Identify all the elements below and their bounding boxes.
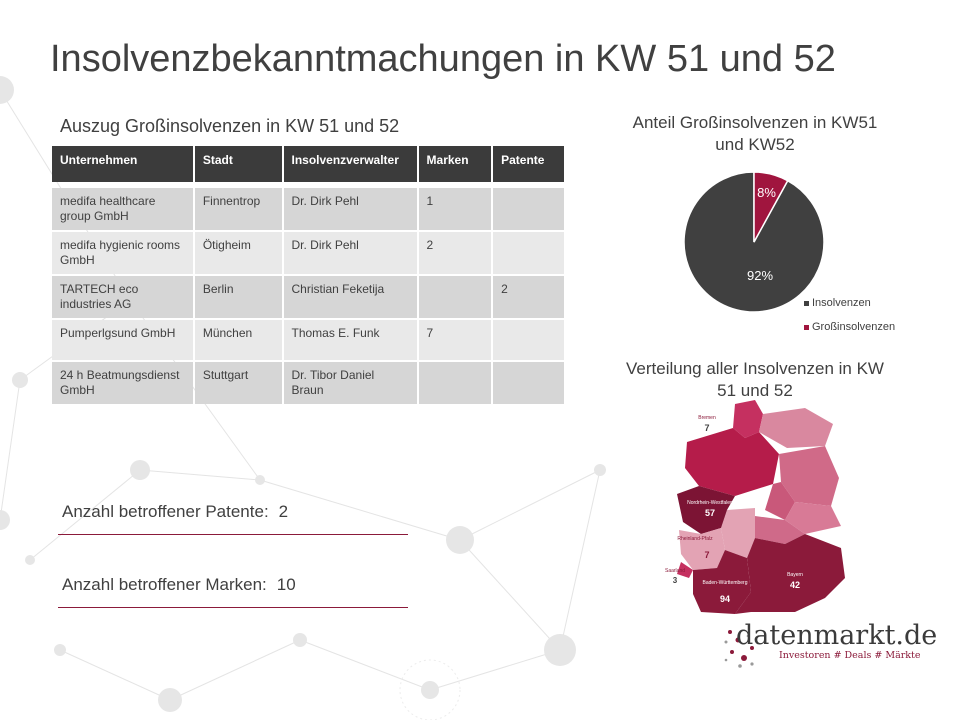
legend-item: Großinsolvenzen: [804, 321, 895, 333]
map-region: [721, 508, 755, 558]
table-header-row: Unternehmen Stadt Insolvenzverwalter Mar…: [52, 146, 564, 182]
column-header: Patente: [493, 146, 564, 182]
pie-slice: [753, 171, 789, 243]
region-value: 7: [704, 550, 709, 560]
logo-name: datenmarkt.de: [736, 620, 938, 651]
map-region: [759, 408, 833, 448]
table-row: medifa healthcare group GmbH Finnentrop …: [52, 188, 564, 230]
column-header: Unternehmen: [52, 146, 193, 182]
table-cell: 2: [493, 276, 564, 318]
map-region: [785, 502, 841, 534]
region-value: 3: [673, 576, 678, 585]
table-cell: 2: [418, 232, 492, 274]
table-cell: Ötigheim: [194, 232, 282, 274]
region-name: Bremen: [698, 415, 716, 421]
table-cell: [418, 276, 492, 318]
pie-chart-title: Anteil Großinsolvenzen in KW51 und KW52: [632, 113, 878, 154]
divider: [58, 534, 408, 535]
logo-dots: [724, 630, 754, 668]
table-cell: Finnentrop: [194, 188, 282, 230]
table-cell: TARTECH eco industries AG: [52, 276, 193, 318]
legend-item: Insolvenzen: [804, 297, 871, 309]
map-region: [735, 534, 845, 614]
table-cell: [493, 320, 564, 360]
table-cell: Stuttgart: [194, 362, 282, 404]
map-region: [733, 400, 763, 438]
map-region: [755, 516, 805, 544]
table-cell: [493, 232, 564, 274]
page-title: Insolvenzbekanntmachungen in KW 51 und 5…: [50, 38, 836, 80]
table-cell: Dr. Dirk Pehl: [283, 188, 417, 230]
map-region: [677, 486, 735, 534]
region-name: Baden-Württemberg: [702, 580, 747, 586]
table-row: medifa hygienic rooms GmbH Ötigheim Dr. …: [52, 232, 564, 274]
region-value: 94: [720, 594, 730, 604]
legend-swatch: [804, 300, 809, 306]
pie-data-label: 8%: [757, 185, 776, 200]
marks-value: 10: [276, 575, 296, 594]
table-cell: 24 h Beatmungsdienst GmbH: [52, 362, 193, 404]
table-row: TARTECH eco industries AG Berlin Christi…: [52, 276, 564, 318]
table-row: Pumperlgsund GmbH München Thomas E. Funk…: [52, 320, 564, 360]
table-cell: Pumperlgsund GmbH: [52, 320, 193, 360]
region-name: Bayern: [787, 572, 803, 578]
table-cell: [493, 362, 564, 404]
table-cell: Dr. Dirk Pehl: [283, 232, 417, 274]
table-cell: 7: [418, 320, 492, 360]
patents-value: 2: [278, 502, 289, 521]
divider: [58, 607, 408, 608]
region-name: Saarland: [665, 568, 685, 574]
table-cell: Thomas E. Funk: [283, 320, 417, 360]
map-region: [679, 528, 725, 570]
table-cell: Dr. Tibor Daniel Braun: [283, 362, 417, 404]
region-value: 42: [790, 580, 800, 590]
table-cell: München: [194, 320, 282, 360]
germany-map: Nordrhein-Westfalen 57 Rheinland-Pfalz 7…: [665, 400, 845, 614]
legend-swatch: [804, 324, 809, 330]
map-region: [677, 562, 693, 578]
table-row: 24 h Beatmungsdienst GmbH Stuttgart Dr. …: [52, 362, 564, 404]
table-cell: [493, 188, 564, 230]
region-name: Nordrhein-Westfalen: [687, 500, 733, 506]
region-name: Rheinland-Pfalz: [677, 536, 713, 542]
table-cell: Berlin: [194, 276, 282, 318]
map-title: Verteilung aller Insolvenzen in KW 51 un…: [626, 359, 884, 400]
legend-label: Insolvenzen: [812, 297, 871, 309]
pie-data-label: 92%: [747, 268, 773, 283]
table-cell: [418, 362, 492, 404]
table-cell: 1: [418, 188, 492, 230]
table-cell: medifa healthcare group GmbH: [52, 188, 193, 230]
column-header: Marken: [418, 146, 492, 182]
legend-label: Großinsolvenzen: [812, 321, 896, 333]
patents-stat: Anzahl betroffener Patente: 2: [62, 502, 288, 522]
column-header: Stadt: [194, 146, 282, 182]
marks-stat: Anzahl betroffener Marken: 10: [62, 575, 296, 595]
region-value: 7: [704, 423, 709, 433]
map-region: [779, 446, 839, 506]
table-cell: Christian Feketija: [283, 276, 417, 318]
map-region: [685, 428, 779, 496]
logo-tagline: Investoren # Deals # Märkte: [779, 650, 921, 661]
patents-label: Anzahl betroffener Patente:: [62, 502, 269, 521]
pie-chart: 92% 8%: [683, 171, 825, 313]
table-cell: medifa hygienic rooms GmbH: [52, 232, 193, 274]
map-region: [693, 550, 751, 614]
table-title: Auszug Großinsolvenzen in KW 51 und 52: [60, 116, 400, 136]
column-header: Insolvenzverwalter: [283, 146, 417, 182]
marks-label: Anzahl betroffener Marken:: [62, 575, 267, 594]
map-region: [765, 482, 795, 520]
region-value: 57: [705, 508, 715, 518]
insolvency-table: Unternehmen Stadt Insolvenzverwalter Mar…: [50, 144, 566, 406]
